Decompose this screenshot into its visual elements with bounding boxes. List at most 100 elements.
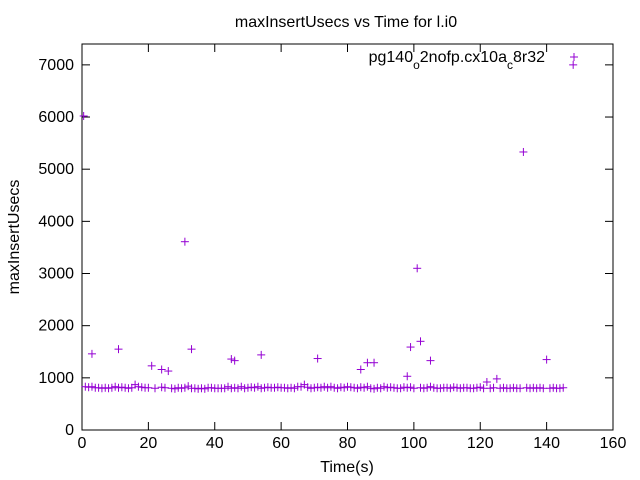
legend: pg140o2nofp.cx10ac8r32 [369, 49, 578, 72]
data-point [147, 361, 156, 370]
y-tick-label: 4000 [38, 213, 74, 230]
x-tick-label: 100 [401, 435, 428, 452]
data-point [144, 383, 153, 392]
data-point [207, 383, 216, 392]
data-point [476, 383, 485, 392]
data-point [389, 383, 398, 392]
data-point [104, 384, 113, 393]
data-point [306, 384, 315, 393]
data-point [360, 383, 369, 392]
legend-plus-icon [570, 53, 578, 61]
data-point [160, 383, 169, 392]
data-point [184, 382, 193, 391]
y-tick-label: 5000 [38, 161, 74, 178]
data-point [456, 384, 465, 393]
data-point [326, 382, 335, 391]
data-point [363, 382, 372, 391]
data-points [79, 60, 578, 393]
data-point [287, 383, 296, 392]
data-point [436, 384, 445, 393]
data-point [509, 383, 518, 392]
x-tick-label: 0 [78, 435, 87, 452]
x-tick-label: 40 [206, 435, 224, 452]
chart-title: maxInsertUsecs vs Time for l.i0 [235, 14, 457, 31]
data-point [187, 345, 196, 354]
data-point [87, 349, 96, 358]
data-point [469, 384, 478, 393]
data-point [489, 383, 498, 392]
data-point [350, 383, 359, 392]
data-point [446, 384, 455, 393]
data-point [403, 383, 412, 392]
x-tick-label: 60 [272, 435, 290, 452]
data-point [273, 383, 282, 392]
data-point [376, 384, 385, 393]
y-tick-label: 1000 [38, 370, 74, 387]
y-axis: 0 1000 2000 3000 4000 5000 6000 7000 [38, 57, 613, 439]
data-point [297, 382, 306, 391]
data-point [167, 384, 176, 393]
y-tick-label: 6000 [38, 109, 74, 126]
data-point [111, 382, 120, 391]
data-point [472, 383, 481, 392]
data-point [486, 384, 495, 393]
data-point [336, 383, 345, 392]
data-point [230, 383, 239, 392]
data-point [290, 384, 299, 393]
data-point [200, 384, 209, 393]
data-point [333, 384, 342, 393]
data-point [449, 383, 458, 392]
x-axis-label: Time(s) [320, 459, 374, 476]
x-tick-label: 20 [139, 435, 157, 452]
data-point [555, 384, 564, 393]
data-point [180, 383, 189, 392]
data-point [373, 383, 382, 392]
data-point [247, 383, 256, 392]
data-point [230, 356, 239, 365]
data-point [114, 345, 123, 354]
data-point [250, 383, 259, 392]
data-point [157, 383, 166, 392]
x-tick-label: 80 [339, 435, 357, 452]
data-point [313, 383, 322, 392]
data-point [519, 147, 528, 156]
data-point [569, 60, 578, 69]
data-point [151, 384, 160, 393]
data-point [482, 378, 491, 387]
y-tick-label: 0 [65, 422, 74, 439]
data-point [356, 365, 365, 374]
data-point [462, 383, 471, 392]
data-point [313, 354, 322, 363]
data-point [413, 264, 422, 273]
data-point [406, 343, 415, 352]
data-point [419, 384, 428, 393]
legend-marker [570, 53, 578, 61]
data-point [542, 355, 551, 364]
data-point [346, 383, 355, 392]
data-point [330, 383, 339, 392]
data-point [426, 382, 435, 391]
data-point [380, 382, 389, 391]
data-point [429, 383, 438, 392]
data-point [340, 383, 349, 392]
data-point [386, 383, 395, 392]
data-point [409, 384, 418, 393]
y-tick-label: 2000 [38, 318, 74, 335]
data-point [131, 380, 140, 389]
data-point [403, 372, 412, 381]
legend-label: pg140o2nofp.cx10ac8r32 [369, 49, 546, 72]
data-point [124, 384, 133, 393]
data-point [426, 356, 435, 365]
data-point [516, 384, 525, 393]
data-point [416, 337, 425, 346]
data-point [224, 382, 233, 391]
data-point [353, 384, 362, 393]
data-point [257, 384, 266, 393]
data-point [263, 383, 272, 392]
x-tick-label: 140 [533, 435, 560, 452]
x-tick-label: 120 [467, 435, 494, 452]
data-point [257, 350, 266, 359]
data-point [134, 382, 143, 391]
data-point [406, 383, 415, 392]
